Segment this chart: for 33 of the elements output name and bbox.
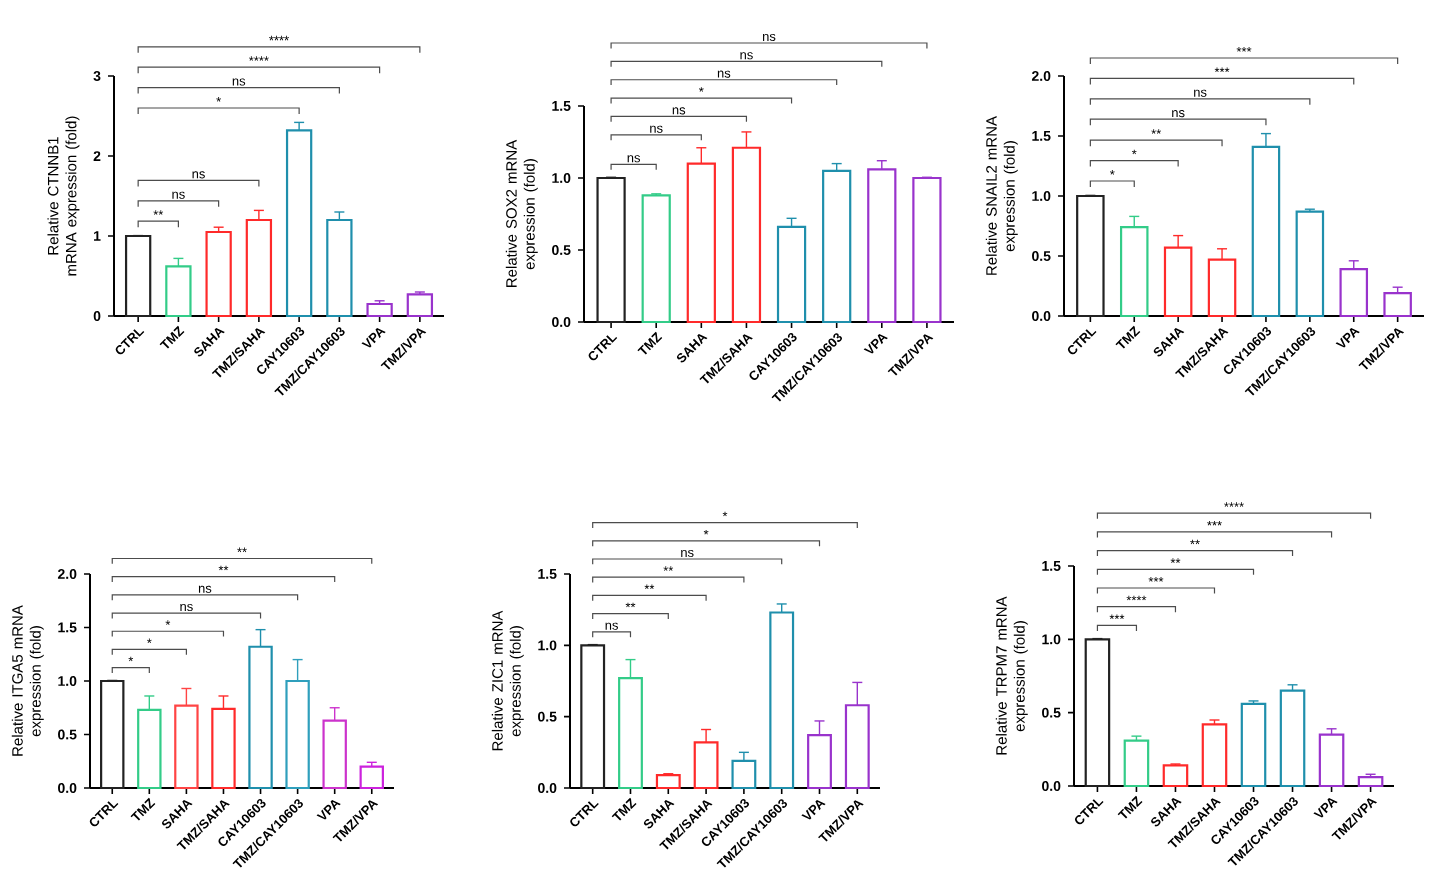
bar (776, 225, 807, 324)
bar (366, 302, 393, 318)
bar (1162, 764, 1189, 788)
bar (731, 759, 757, 790)
bar (205, 230, 232, 318)
bar (406, 293, 434, 318)
bar (100, 679, 125, 790)
bar (245, 218, 273, 318)
bar (655, 774, 681, 790)
bar (596, 176, 626, 324)
bar (285, 129, 313, 318)
bar (1076, 194, 1105, 318)
bar (822, 169, 852, 324)
bar (1279, 689, 1306, 788)
bar (1123, 739, 1150, 788)
bar (124, 234, 152, 318)
bar (1084, 638, 1111, 788)
bar (1383, 292, 1412, 318)
bar (867, 168, 897, 324)
bar (1207, 258, 1237, 318)
bar (1318, 733, 1345, 788)
bar (580, 644, 606, 790)
bar (359, 765, 384, 790)
bar (1357, 776, 1384, 788)
bar (912, 176, 942, 324)
bar (1339, 268, 1369, 318)
bar (1240, 702, 1267, 788)
bar (1201, 723, 1228, 788)
bar (769, 611, 795, 790)
bar (1295, 210, 1325, 318)
bar (165, 265, 192, 318)
bar (326, 218, 353, 318)
bar (641, 194, 671, 324)
